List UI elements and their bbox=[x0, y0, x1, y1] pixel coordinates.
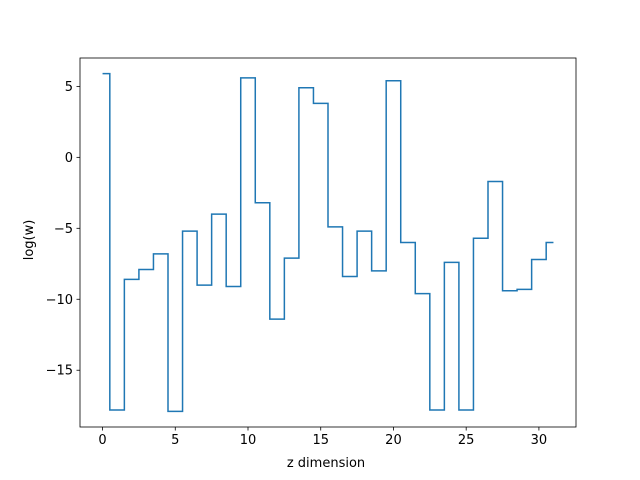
plot-area bbox=[102, 72, 554, 413]
x-tick-label: 25 bbox=[458, 433, 475, 448]
x-axis-label: z dimension bbox=[287, 456, 365, 471]
series-line-0 bbox=[102, 72, 554, 413]
axes: 0 5 10 15 20 25 30 −15 −10 −5 0 5 bbox=[46, 57, 577, 448]
x-tick-label: 10 bbox=[240, 433, 257, 448]
x-tick-label: 15 bbox=[312, 433, 329, 448]
x-tick-label: 20 bbox=[385, 433, 402, 448]
x-tick-label: 0 bbox=[98, 433, 106, 448]
y-tick-label: −15 bbox=[46, 364, 73, 379]
y-axis-label: log(w) bbox=[22, 220, 37, 261]
axes-frame bbox=[79, 57, 577, 428]
y-tick-label: −5 bbox=[54, 222, 73, 237]
y-tick-label: −10 bbox=[46, 293, 73, 308]
x-tick-label: 5 bbox=[171, 433, 179, 448]
y-tick-label: 0 bbox=[65, 151, 73, 166]
x-tick-label: 30 bbox=[531, 433, 548, 448]
y-tick-label: 5 bbox=[65, 80, 73, 95]
